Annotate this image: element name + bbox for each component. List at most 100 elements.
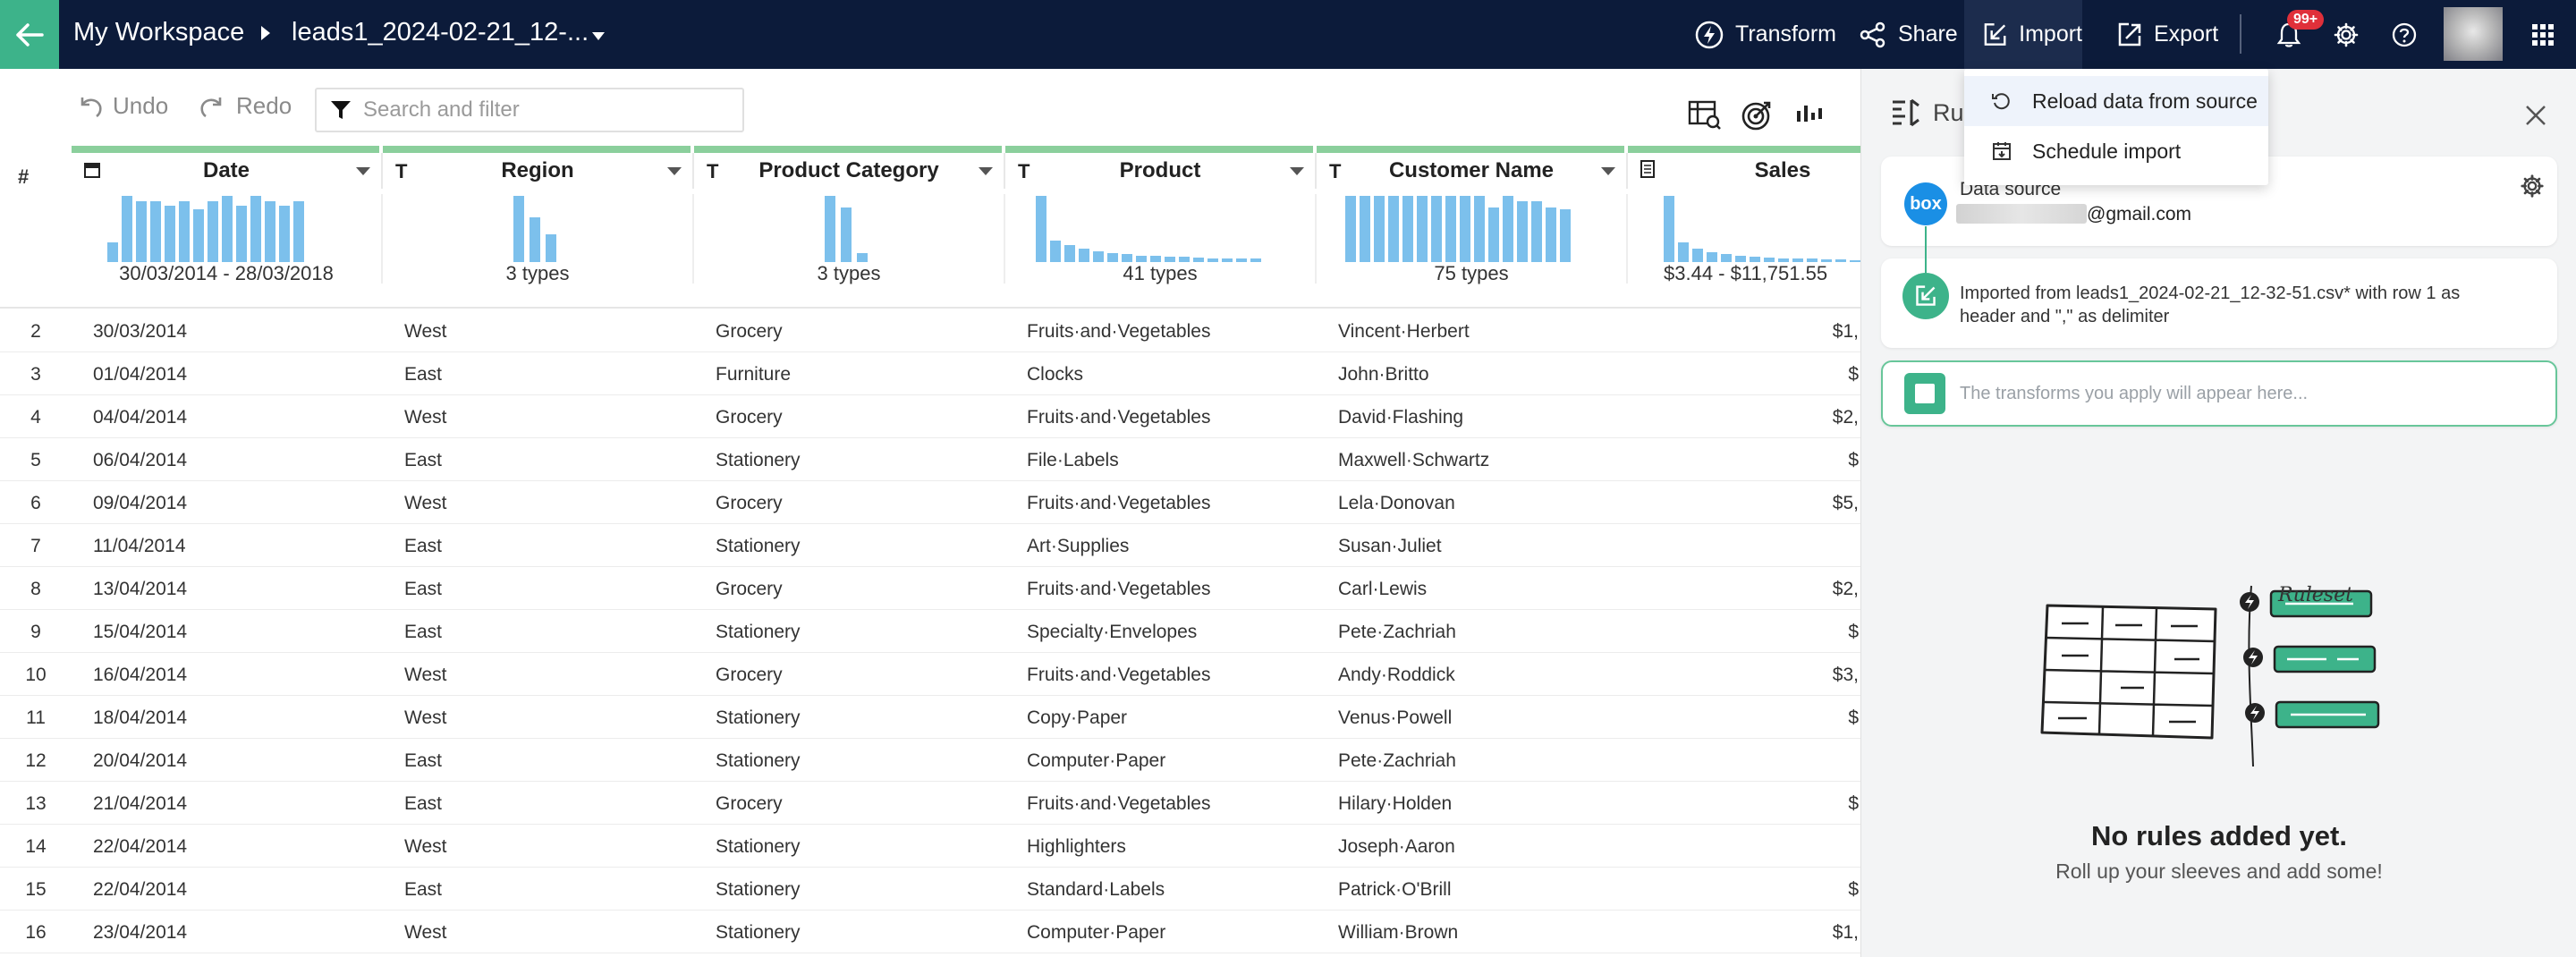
histogram-bar[interactable] (1778, 258, 1789, 262)
histogram-bar[interactable] (1821, 259, 1832, 262)
cell-date[interactable]: 16/04/2014 (93, 665, 188, 685)
histogram-bar[interactable] (1707, 252, 1717, 262)
histogram-bar[interactable] (1750, 257, 1760, 262)
cell-category[interactable]: Stationery (716, 879, 801, 900)
cell-category[interactable]: Furniture (716, 364, 792, 385)
cell-product[interactable]: Fruits·and·Vegetables (1027, 493, 1211, 513)
histogram-bar[interactable] (841, 207, 852, 262)
column-header-date[interactable]: Date (72, 153, 383, 189)
cell-category[interactable]: Stationery (716, 707, 801, 728)
histogram-bar[interactable] (1664, 196, 1674, 262)
cell-sales[interactable]: $5, (1832, 493, 1859, 513)
histogram-bar[interactable] (1445, 196, 1456, 262)
cell-product[interactable]: Fruits·and·Vegetables (1027, 579, 1211, 599)
cell-category[interactable]: Stationery (716, 922, 801, 943)
table-row[interactable]: 11 18/04/2014 West Stationery Copy·Paper Venu… (0, 696, 1860, 739)
cell-region[interactable]: West (404, 707, 447, 728)
histogram-bar[interactable] (1850, 260, 1860, 262)
column-histogram[interactable]: 41 types (1005, 194, 1317, 284)
avatar[interactable] (2444, 7, 2503, 61)
histogram-bar[interactable] (293, 201, 304, 262)
histogram-bar[interactable] (1531, 201, 1542, 262)
close-panel-button[interactable] (2523, 103, 2548, 128)
histogram-bar[interactable] (1165, 257, 1175, 262)
table-row[interactable]: 7 11/04/2014 East Stationery Art·Supplies Sus… (0, 524, 1860, 567)
cell-customer[interactable]: Maxwell·Schwartz (1338, 450, 1490, 470)
histogram-bar[interactable] (1036, 196, 1046, 262)
cell-customer[interactable]: William·Brown (1338, 922, 1459, 943)
table-row[interactable]: 14 22/04/2014 West Stationery Highlighters Jo… (0, 825, 1860, 868)
column-header-product-category[interactable]: T Product Category (694, 153, 1005, 189)
cell-product[interactable]: Fruits·and·Vegetables (1027, 321, 1211, 342)
histogram-bar[interactable] (1474, 196, 1485, 262)
histogram-bar[interactable] (1402, 196, 1413, 262)
histogram-bar[interactable] (1388, 196, 1399, 262)
histogram-bar[interactable] (122, 196, 132, 262)
histogram-bar[interactable] (1179, 257, 1190, 262)
cell-region[interactable]: East (404, 879, 443, 900)
cell-sales[interactable]: $ (1848, 622, 1859, 642)
cell-date[interactable]: 23/04/2014 (93, 922, 188, 943)
column-header-sales[interactable]: Sales (1628, 153, 1860, 189)
cell-date[interactable]: 04/04/2014 (93, 407, 188, 428)
cell-category[interactable]: Stationery (716, 622, 801, 642)
histogram-bar[interactable] (1764, 258, 1775, 262)
cell-category[interactable]: Grocery (716, 321, 783, 342)
data-source-settings-button[interactable] (2520, 174, 2545, 203)
cell-region[interactable]: West (404, 922, 447, 943)
histogram-bar[interactable] (1064, 245, 1075, 262)
histogram-bar[interactable] (1374, 196, 1385, 262)
column-header-region[interactable]: T Region (383, 153, 694, 189)
cell-date[interactable]: 11/04/2014 (93, 536, 186, 556)
cell-category[interactable]: Stationery (716, 536, 801, 556)
table-row[interactable]: 9 15/04/2014 East Stationery Specialty·Envel… (0, 610, 1860, 653)
cell-sales[interactable]: $2, (1832, 407, 1859, 428)
cell-sales[interactable]: $ (1848, 879, 1859, 900)
table-row[interactable]: 2 30/03/2014 West Grocery Fruits·and·Vegetab… (0, 309, 1860, 352)
redo-button[interactable]: Redo (199, 92, 292, 120)
cell-region[interactable]: West (404, 665, 447, 685)
cell-date[interactable]: 06/04/2014 (93, 450, 188, 470)
histogram-bar[interactable] (1107, 253, 1118, 262)
cell-date[interactable]: 30/03/2014 (93, 321, 188, 342)
cell-product[interactable]: Specialty·Envelopes (1027, 622, 1198, 642)
table-row[interactable]: 10 16/04/2014 West Grocery Fruits·and·Vegeta… (0, 653, 1860, 696)
histogram-bar[interactable] (179, 201, 190, 262)
cell-product[interactable]: Art·Supplies (1027, 536, 1130, 556)
histogram-bar[interactable] (265, 201, 275, 262)
histogram-bar[interactable] (1503, 196, 1513, 262)
column-header-product[interactable]: T Product (1005, 153, 1317, 189)
cell-region[interactable]: West (404, 407, 447, 428)
histogram-bar[interactable] (1050, 241, 1061, 262)
column-histogram[interactable]: 75 types (1317, 194, 1628, 284)
histogram-bar[interactable] (1236, 258, 1247, 262)
histogram-bar[interactable] (279, 206, 290, 262)
histogram-bar[interactable] (250, 196, 261, 262)
table-row[interactable]: 4 04/04/2014 West Grocery Fruits·and·Vegetab… (0, 395, 1860, 438)
histogram-bar[interactable] (546, 234, 556, 262)
histogram-bar[interactable] (530, 217, 540, 262)
cell-category[interactable]: Grocery (716, 793, 783, 814)
column-histogram[interactable]: 3 types (383, 194, 694, 284)
histogram-bar[interactable] (857, 253, 868, 262)
histogram-bar[interactable] (1150, 256, 1161, 262)
histogram-bar[interactable] (193, 209, 204, 262)
histogram-bar[interactable] (1431, 196, 1442, 262)
cell-date[interactable]: 13/04/2014 (93, 579, 188, 599)
cell-region[interactable]: East (404, 450, 443, 470)
cell-sales[interactable]: $2, (1832, 579, 1859, 599)
cell-customer[interactable]: Pete·Zachriah (1338, 622, 1456, 642)
data-quality-button[interactable] (1739, 97, 1775, 133)
cell-product[interactable]: File·Labels (1027, 450, 1119, 470)
histogram-bar[interactable] (1360, 196, 1370, 262)
column-menu-caret-icon[interactable] (1601, 167, 1615, 175)
column-histogram[interactable]: 30/03/2014 - 28/03/2018 (72, 194, 383, 284)
histogram-bar[interactable] (236, 206, 247, 262)
column-histogram[interactable]: $3.44 - $11,751.55 (1628, 194, 1860, 284)
cell-customer[interactable]: Venus·Powell (1338, 707, 1453, 728)
cell-sales[interactable]: $1, (1832, 321, 1859, 342)
import-button[interactable]: Import (1964, 0, 2082, 69)
histogram-bar[interactable] (1222, 258, 1233, 262)
table-row[interactable]: 8 13/04/2014 East Grocery Fruits·and·Vegetab… (0, 567, 1860, 610)
histogram-bar[interactable] (1835, 259, 1846, 262)
